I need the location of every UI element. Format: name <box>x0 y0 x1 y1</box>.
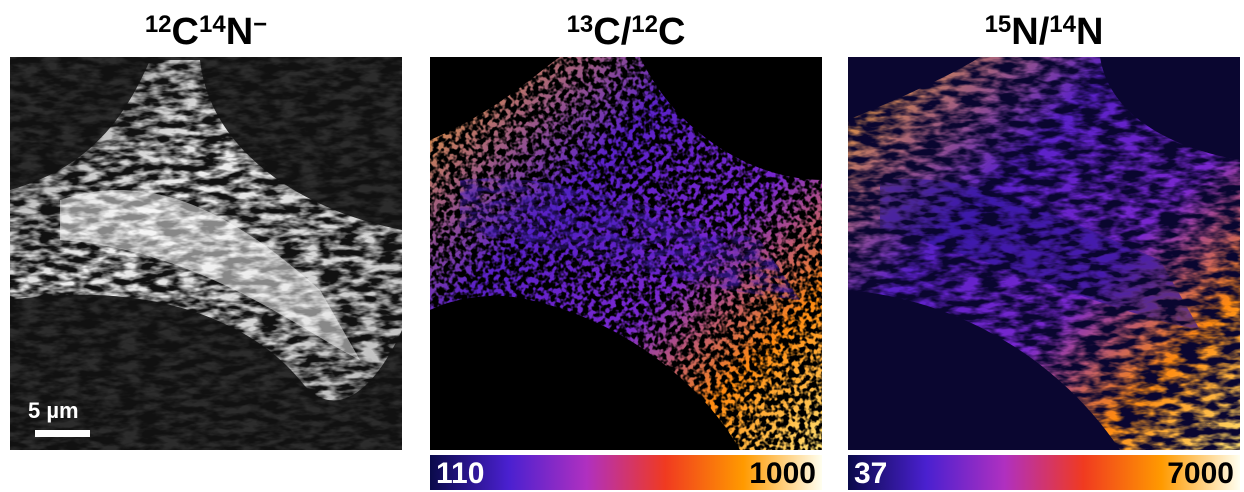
image-panel <box>430 57 822 450</box>
title-text: N <box>226 11 253 53</box>
scale-bar-label: 5 µm <box>28 398 79 423</box>
title-superscript: 14 <box>199 11 226 38</box>
image-panel <box>10 57 402 450</box>
title-text: C <box>172 11 199 53</box>
title-superscript: 13 <box>567 11 594 38</box>
colorbar-min: 110 <box>436 457 484 490</box>
scale-bar <box>35 430 90 437</box>
title-text: C/ <box>593 11 631 53</box>
title-superscript: 15 <box>985 11 1012 38</box>
title-superscript: 12 <box>631 11 658 38</box>
panel-title: 12C14N− <box>145 11 267 53</box>
panel-title: 13C/12C <box>567 11 686 53</box>
colorbar-min: 37 <box>854 457 887 490</box>
panel-title: 15N/14N <box>985 11 1104 53</box>
title-superscript: 14 <box>1049 11 1076 38</box>
image-panel <box>848 57 1240 450</box>
colorbar-max: 1000 <box>749 457 816 490</box>
figure: 5 µm 110 1000 37 7000 12C14N−13C/12C15N/… <box>0 0 1244 492</box>
title-superscript: − <box>253 11 267 38</box>
title-text: C <box>658 11 685 53</box>
colorbar-max: 7000 <box>1167 457 1234 490</box>
title-text: N <box>1076 11 1103 53</box>
title-text: N/ <box>1011 11 1049 53</box>
title-superscript: 12 <box>145 11 172 38</box>
